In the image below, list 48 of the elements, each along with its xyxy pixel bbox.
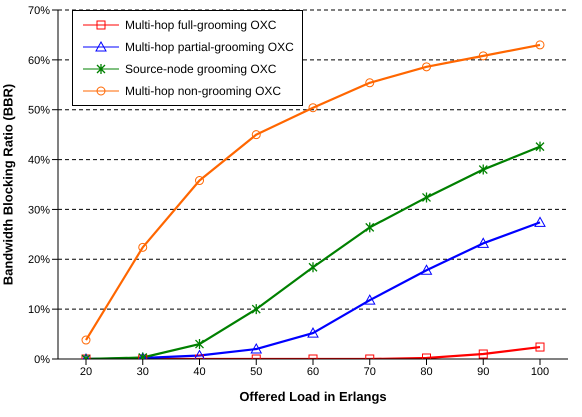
legend-label: Multi-hop full-grooming OXC bbox=[125, 18, 276, 32]
point bbox=[478, 164, 488, 176]
point bbox=[82, 336, 90, 345]
point bbox=[536, 342, 544, 352]
legend-label: Source-node grooming OXC bbox=[125, 62, 276, 76]
point bbox=[195, 176, 204, 186]
x-tick-label: 100 bbox=[530, 366, 550, 378]
x-tick-label: 50 bbox=[250, 366, 262, 378]
x-tick-label: 90 bbox=[477, 366, 490, 378]
y-tick-label: 30% bbox=[28, 204, 50, 216]
point bbox=[421, 264, 432, 275]
y-tick-label: 50% bbox=[28, 104, 50, 117]
point bbox=[365, 78, 374, 88]
x-tick-label: 20 bbox=[80, 366, 92, 378]
x-tick-label: 80 bbox=[420, 366, 433, 378]
y-tick-label: 70% bbox=[28, 4, 50, 17]
y-tick-label: 40% bbox=[28, 154, 50, 166]
x-tick-label: 70 bbox=[364, 366, 376, 378]
point bbox=[534, 216, 546, 227]
point bbox=[365, 222, 374, 234]
x-tick-label: 40 bbox=[193, 366, 206, 378]
x-tick-label: 60 bbox=[306, 366, 320, 378]
point bbox=[308, 262, 318, 273]
point bbox=[194, 350, 205, 359]
point bbox=[422, 192, 432, 204]
point bbox=[478, 51, 488, 60]
point bbox=[536, 40, 544, 50]
point bbox=[194, 338, 204, 350]
point bbox=[478, 350, 488, 359]
x-tick-label: 30 bbox=[136, 366, 149, 378]
y-tick-label: 60% bbox=[28, 54, 50, 67]
x-axis-title: Offered Load in Erlangs bbox=[239, 389, 387, 404]
point bbox=[252, 130, 261, 140]
y-tick-label: 0% bbox=[34, 354, 50, 366]
point bbox=[308, 328, 318, 338]
point bbox=[308, 103, 318, 112]
point bbox=[252, 303, 261, 315]
legend-label: Multi-hop non-grooming OXC bbox=[125, 84, 282, 98]
point bbox=[478, 238, 489, 248]
point bbox=[422, 62, 431, 72]
y-axis-title: Bandwidth Blocking Ratio (BBR) bbox=[0, 84, 16, 286]
y-tick-label: 20% bbox=[28, 254, 50, 266]
point bbox=[364, 294, 376, 305]
point bbox=[250, 344, 262, 354]
legend-label: Multi-hop partial-grooming OXC bbox=[125, 40, 294, 54]
y-tick-label: 10% bbox=[28, 304, 50, 316]
point bbox=[138, 242, 148, 252]
point bbox=[535, 140, 545, 152]
